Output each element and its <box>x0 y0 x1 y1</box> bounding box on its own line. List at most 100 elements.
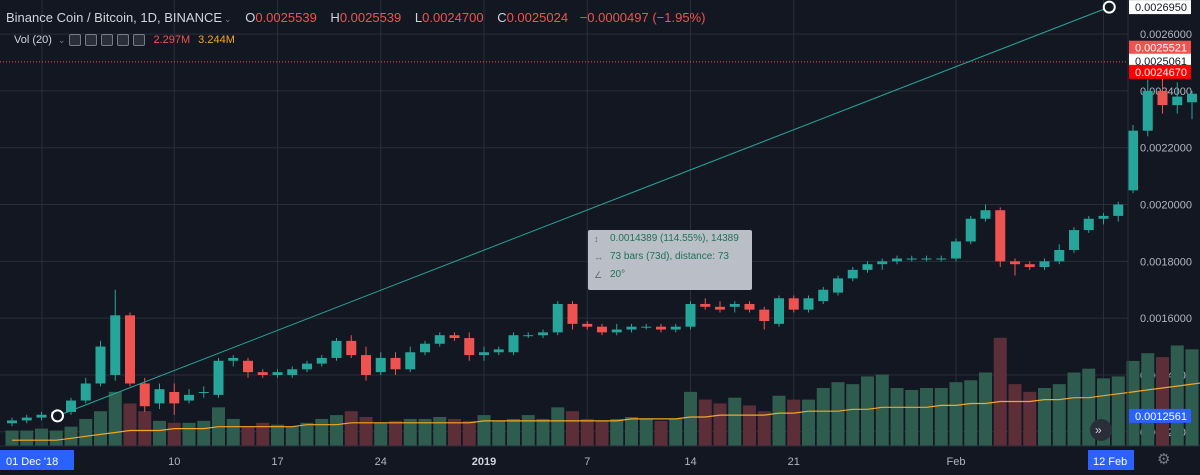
candle[interactable] <box>80 383 91 401</box>
candle[interactable] <box>1142 90 1153 131</box>
candle[interactable] <box>228 357 239 361</box>
candle[interactable] <box>611 329 622 333</box>
candle[interactable] <box>641 326 652 328</box>
candle[interactable] <box>818 289 829 302</box>
candle[interactable] <box>316 357 327 364</box>
candle[interactable] <box>405 352 416 370</box>
candle[interactable] <box>597 326 607 333</box>
candle[interactable] <box>198 392 209 394</box>
settings-icon[interactable] <box>85 34 98 46</box>
chevron-down-icon[interactable]: ⌄ <box>57 34 66 45</box>
candle[interactable] <box>346 340 357 356</box>
candle[interactable] <box>1069 230 1079 250</box>
candle[interactable] <box>302 363 312 370</box>
candle[interactable] <box>685 303 696 327</box>
more-icon[interactable] <box>117 34 130 46</box>
candle[interactable] <box>110 315 121 375</box>
candle[interactable] <box>626 326 637 330</box>
candle[interactable] <box>744 303 755 310</box>
candle[interactable] <box>582 323 593 327</box>
candle[interactable] <box>479 352 489 356</box>
candle[interactable] <box>552 303 563 333</box>
trendline[interactable] <box>57 6 1110 417</box>
candle[interactable] <box>375 357 386 373</box>
candle[interactable] <box>508 335 519 353</box>
candle[interactable] <box>1098 215 1109 219</box>
candle[interactable] <box>788 298 799 310</box>
candle[interactable] <box>125 315 135 384</box>
candle[interactable] <box>995 210 1006 262</box>
candle[interactable] <box>892 258 902 262</box>
candle[interactable] <box>1083 218 1094 231</box>
candle[interactable] <box>729 303 740 307</box>
x-tick-label: 14 <box>684 456 696 468</box>
candle[interactable] <box>862 264 873 270</box>
candle[interactable] <box>523 335 534 337</box>
double-chevron-right-icon[interactable]: » <box>1095 423 1102 437</box>
candle[interactable] <box>243 360 253 373</box>
candle[interactable] <box>1039 261 1050 268</box>
candle[interactable] <box>936 258 947 260</box>
candle[interactable] <box>139 383 150 407</box>
gear-icon[interactable]: ⚙ <box>1157 451 1170 468</box>
eye-icon[interactable] <box>69 34 82 46</box>
candle[interactable] <box>184 394 194 401</box>
candle[interactable] <box>169 392 180 404</box>
candle[interactable] <box>1054 249 1065 262</box>
scroll-to-realtime-button[interactable] <box>1090 419 1112 441</box>
candle[interactable] <box>1157 90 1168 106</box>
volume-label[interactable]: Vol (20) <box>14 34 52 46</box>
candle[interactable] <box>1024 264 1035 268</box>
candle[interactable] <box>700 303 711 307</box>
candle[interactable] <box>1113 204 1124 216</box>
candle[interactable] <box>1128 130 1138 191</box>
volume-bar <box>743 405 756 446</box>
candle[interactable] <box>390 357 401 370</box>
candle[interactable] <box>154 389 165 404</box>
candle[interactable] <box>287 369 298 375</box>
candle[interactable] <box>538 332 548 336</box>
candle[interactable] <box>833 278 843 293</box>
trendline-end-handle[interactable] <box>1102 0 1116 14</box>
candle[interactable] <box>464 338 475 356</box>
candle[interactable] <box>921 258 932 260</box>
candle[interactable] <box>434 335 445 344</box>
candle[interactable] <box>803 298 814 310</box>
close-icon[interactable] <box>133 34 146 46</box>
candle[interactable] <box>420 343 430 353</box>
candle[interactable] <box>213 360 224 395</box>
chevron-down-icon[interactable]: ⌄ <box>224 14 232 24</box>
gear-icon[interactable] <box>101 34 114 46</box>
trendline-start-handle[interactable] <box>51 409 64 423</box>
candle[interactable] <box>656 326 666 330</box>
candle[interactable] <box>21 417 32 421</box>
low-value: 0.0024700 <box>422 10 484 25</box>
candle[interactable] <box>965 218 976 242</box>
candle[interactable] <box>951 241 961 259</box>
candle[interactable] <box>1187 93 1197 103</box>
candle[interactable] <box>906 258 917 260</box>
candle[interactable] <box>1010 261 1020 265</box>
candle[interactable] <box>331 340 342 358</box>
candle[interactable] <box>66 400 76 412</box>
candle[interactable] <box>7 420 17 424</box>
candle[interactable] <box>980 210 991 219</box>
candle[interactable] <box>877 261 888 265</box>
candle[interactable] <box>567 303 578 324</box>
symbol-title[interactable]: Binance Coin / Bitcoin, 1D, BINANCE <box>6 10 223 25</box>
candle[interactable] <box>257 372 268 375</box>
candle[interactable] <box>715 306 725 310</box>
candle[interactable] <box>95 346 106 384</box>
candle[interactable] <box>272 372 283 375</box>
candle[interactable] <box>1172 96 1183 106</box>
candle[interactable] <box>759 309 770 322</box>
candle[interactable] <box>36 414 47 418</box>
candle[interactable] <box>847 269 858 279</box>
candle[interactable] <box>774 298 784 324</box>
volume-bar <box>1052 384 1066 446</box>
candle[interactable] <box>493 349 504 353</box>
candle[interactable] <box>361 355 371 375</box>
candle[interactable] <box>670 326 681 330</box>
candle[interactable] <box>449 335 460 339</box>
